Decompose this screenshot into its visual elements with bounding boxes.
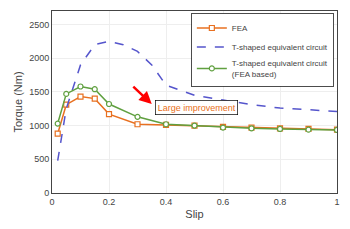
svg-text:0: 0 xyxy=(49,197,54,207)
svg-text:Torque (Nm): Torque (Nm) xyxy=(12,71,24,132)
svg-text:0.4: 0.4 xyxy=(160,197,173,207)
svg-text:T-shaped equivalent circuit: T-shaped equivalent circuit xyxy=(232,43,328,52)
svg-text:2500: 2500 xyxy=(29,20,49,30)
svg-text:2000: 2000 xyxy=(29,53,49,63)
svg-text:T-shaped equivalent circuit(FE: T-shaped equivalent circuit(FEA based) xyxy=(232,59,328,78)
svg-text:0.6: 0.6 xyxy=(217,197,230,207)
svg-text:Slip: Slip xyxy=(185,208,203,220)
svg-text:0.2: 0.2 xyxy=(103,197,116,207)
svg-text:1500: 1500 xyxy=(29,87,49,97)
svg-text:FEA: FEA xyxy=(232,24,248,33)
svg-text:0: 0 xyxy=(44,188,49,198)
svg-text:1000: 1000 xyxy=(29,121,49,131)
svg-text:Large improvement: Large improvement xyxy=(158,103,236,113)
svg-text:1: 1 xyxy=(334,197,339,207)
svg-text:500: 500 xyxy=(34,154,49,164)
svg-text:0.8: 0.8 xyxy=(274,197,287,207)
